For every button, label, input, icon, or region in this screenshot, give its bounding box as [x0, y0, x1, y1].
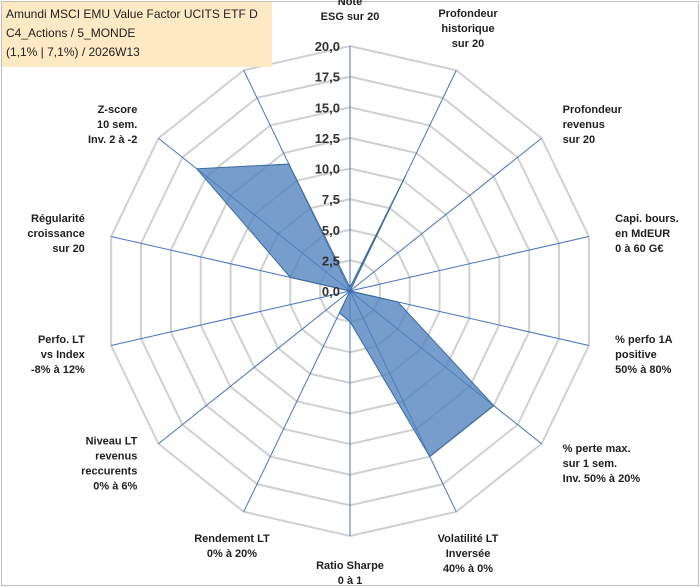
- axis-label-line: 0 à 1: [338, 575, 362, 587]
- axis-label: % perfo 1A positive 50% à 80%: [615, 334, 673, 376]
- axis-label-line: Régularité: [31, 213, 85, 225]
- axis-label-line: % perfo 1A: [615, 334, 673, 346]
- axis-label-line: sur 1 sem.: [563, 458, 617, 470]
- axis-label-line: 10 sem.: [97, 119, 137, 131]
- axis-label-line: en MdEUR: [615, 228, 670, 240]
- axis-label: Perfo. LT vs Index -8% à 12%: [31, 334, 86, 376]
- axis-label-line: Ratio Sharpe: [316, 560, 384, 572]
- axis-label-line: positive: [615, 349, 657, 361]
- axis-label-line: Volatilité LT: [438, 533, 499, 545]
- tick-label: 0,0: [322, 284, 340, 299]
- axis-label-line: ESG sur 20: [321, 11, 380, 23]
- axis-labels: Note ESG sur 20 Profondeur historique sur 20…: [27, 0, 678, 587]
- axis-label-line: vs Index: [41, 349, 86, 361]
- axis-label-line: revenus: [563, 119, 605, 131]
- axis-label: Z-score 10 sem. Inv. 2 à -2: [88, 104, 137, 146]
- tick-label: 17,5: [315, 70, 340, 85]
- axis-label: Ratio Sharpe 0 à 1: [316, 560, 384, 587]
- chart-title-box: Amundi MSCI EMU Value Factor UCITS ETF D…: [2, 2, 272, 67]
- tick-label: 12,5: [315, 131, 340, 146]
- axis-label-line: croissance: [27, 228, 84, 240]
- axis-spoke: [349, 235, 589, 292]
- series-area: [195, 163, 495, 458]
- axis-label: Note ESG sur 20: [321, 0, 380, 23]
- axis-label-line: historique: [441, 23, 494, 35]
- axis-label-line: 0 à 60 G€: [615, 243, 663, 255]
- tick-label: 5,0: [322, 223, 340, 238]
- axis-label: % perte max. sur 1 sem. Inv. 50% à 20%: [563, 443, 641, 485]
- axis-spoke: [349, 137, 542, 292]
- axis-label-line: Inv. 2 à -2: [88, 134, 137, 146]
- axis-label: Volatilité LT Inversée 40% à 0%: [438, 533, 499, 575]
- chart-title-line-3: (1,1% | 7,1%) / 2026W13: [6, 45, 140, 59]
- axis-label-line: sur 20: [452, 38, 484, 50]
- axis-label: Profondeur historique sur 20: [438, 8, 498, 50]
- axis-label-line: Capi. bours.: [615, 213, 679, 225]
- axis-label-line: Rendement LT: [194, 533, 270, 545]
- axis-label-line: Z-score: [98, 104, 138, 116]
- axis-spoke: [111, 290, 351, 347]
- axis-label-line: Profondeur: [563, 104, 623, 116]
- chart-title-line-2: C4_Actions / 5_MONDE: [6, 26, 136, 40]
- axis-spoke: [243, 290, 351, 512]
- tick-labels: 0,0 2,5 5,0 7,5 10,0 12,5 15,0 17,5 20,0: [315, 39, 340, 299]
- axis-label-line: Note: [338, 0, 362, 8]
- axis-label-line: Profondeur: [438, 8, 498, 20]
- axis-label-line: 0% à 20%: [207, 548, 257, 560]
- radar-series: [195, 163, 495, 458]
- axis-label-line: 0% à 6%: [93, 481, 137, 493]
- axis-label-line: Perfo. LT: [38, 334, 85, 346]
- axis-label: Profondeur revenus sur 20: [563, 104, 623, 146]
- axis-label-line: 50% à 80%: [615, 364, 671, 376]
- chart-title-line-1: Amundi MSCI EMU Value Factor UCITS ETF D: [6, 7, 258, 21]
- axis-label: Rendement LT 0% à 20%: [194, 533, 270, 560]
- axis-spoke: [158, 290, 351, 445]
- axis-label-line: 40% à 0%: [443, 563, 493, 575]
- axis-label-line: sur 20: [52, 243, 84, 255]
- axis-label-line: % perte max.: [563, 443, 631, 455]
- tick-label: 7,5: [322, 192, 340, 207]
- axis-label-line: revenus: [95, 451, 137, 463]
- tick-label: 20,0: [315, 39, 340, 54]
- axis-label-line: Inv. 50% à 20%: [563, 473, 641, 485]
- tick-label: 10,0: [315, 162, 340, 177]
- axis-label-line: -8% à 12%: [31, 364, 85, 376]
- axis-label-line: Inversée: [446, 548, 491, 560]
- axis-label-line: reccurents: [81, 466, 137, 478]
- tick-label: 15,0: [315, 100, 340, 115]
- axis-label: Capi. bours. en MdEUR 0 à 60 G€: [615, 213, 679, 255]
- axis-label: Régularité croissance sur 20: [27, 213, 84, 255]
- axis-label-line: sur 20: [563, 134, 595, 146]
- axis-label-line: Niveau LT: [86, 436, 138, 448]
- axis-label: Niveau LT revenus reccurents 0% à 6%: [81, 436, 138, 493]
- tick-label: 2,5: [322, 253, 340, 268]
